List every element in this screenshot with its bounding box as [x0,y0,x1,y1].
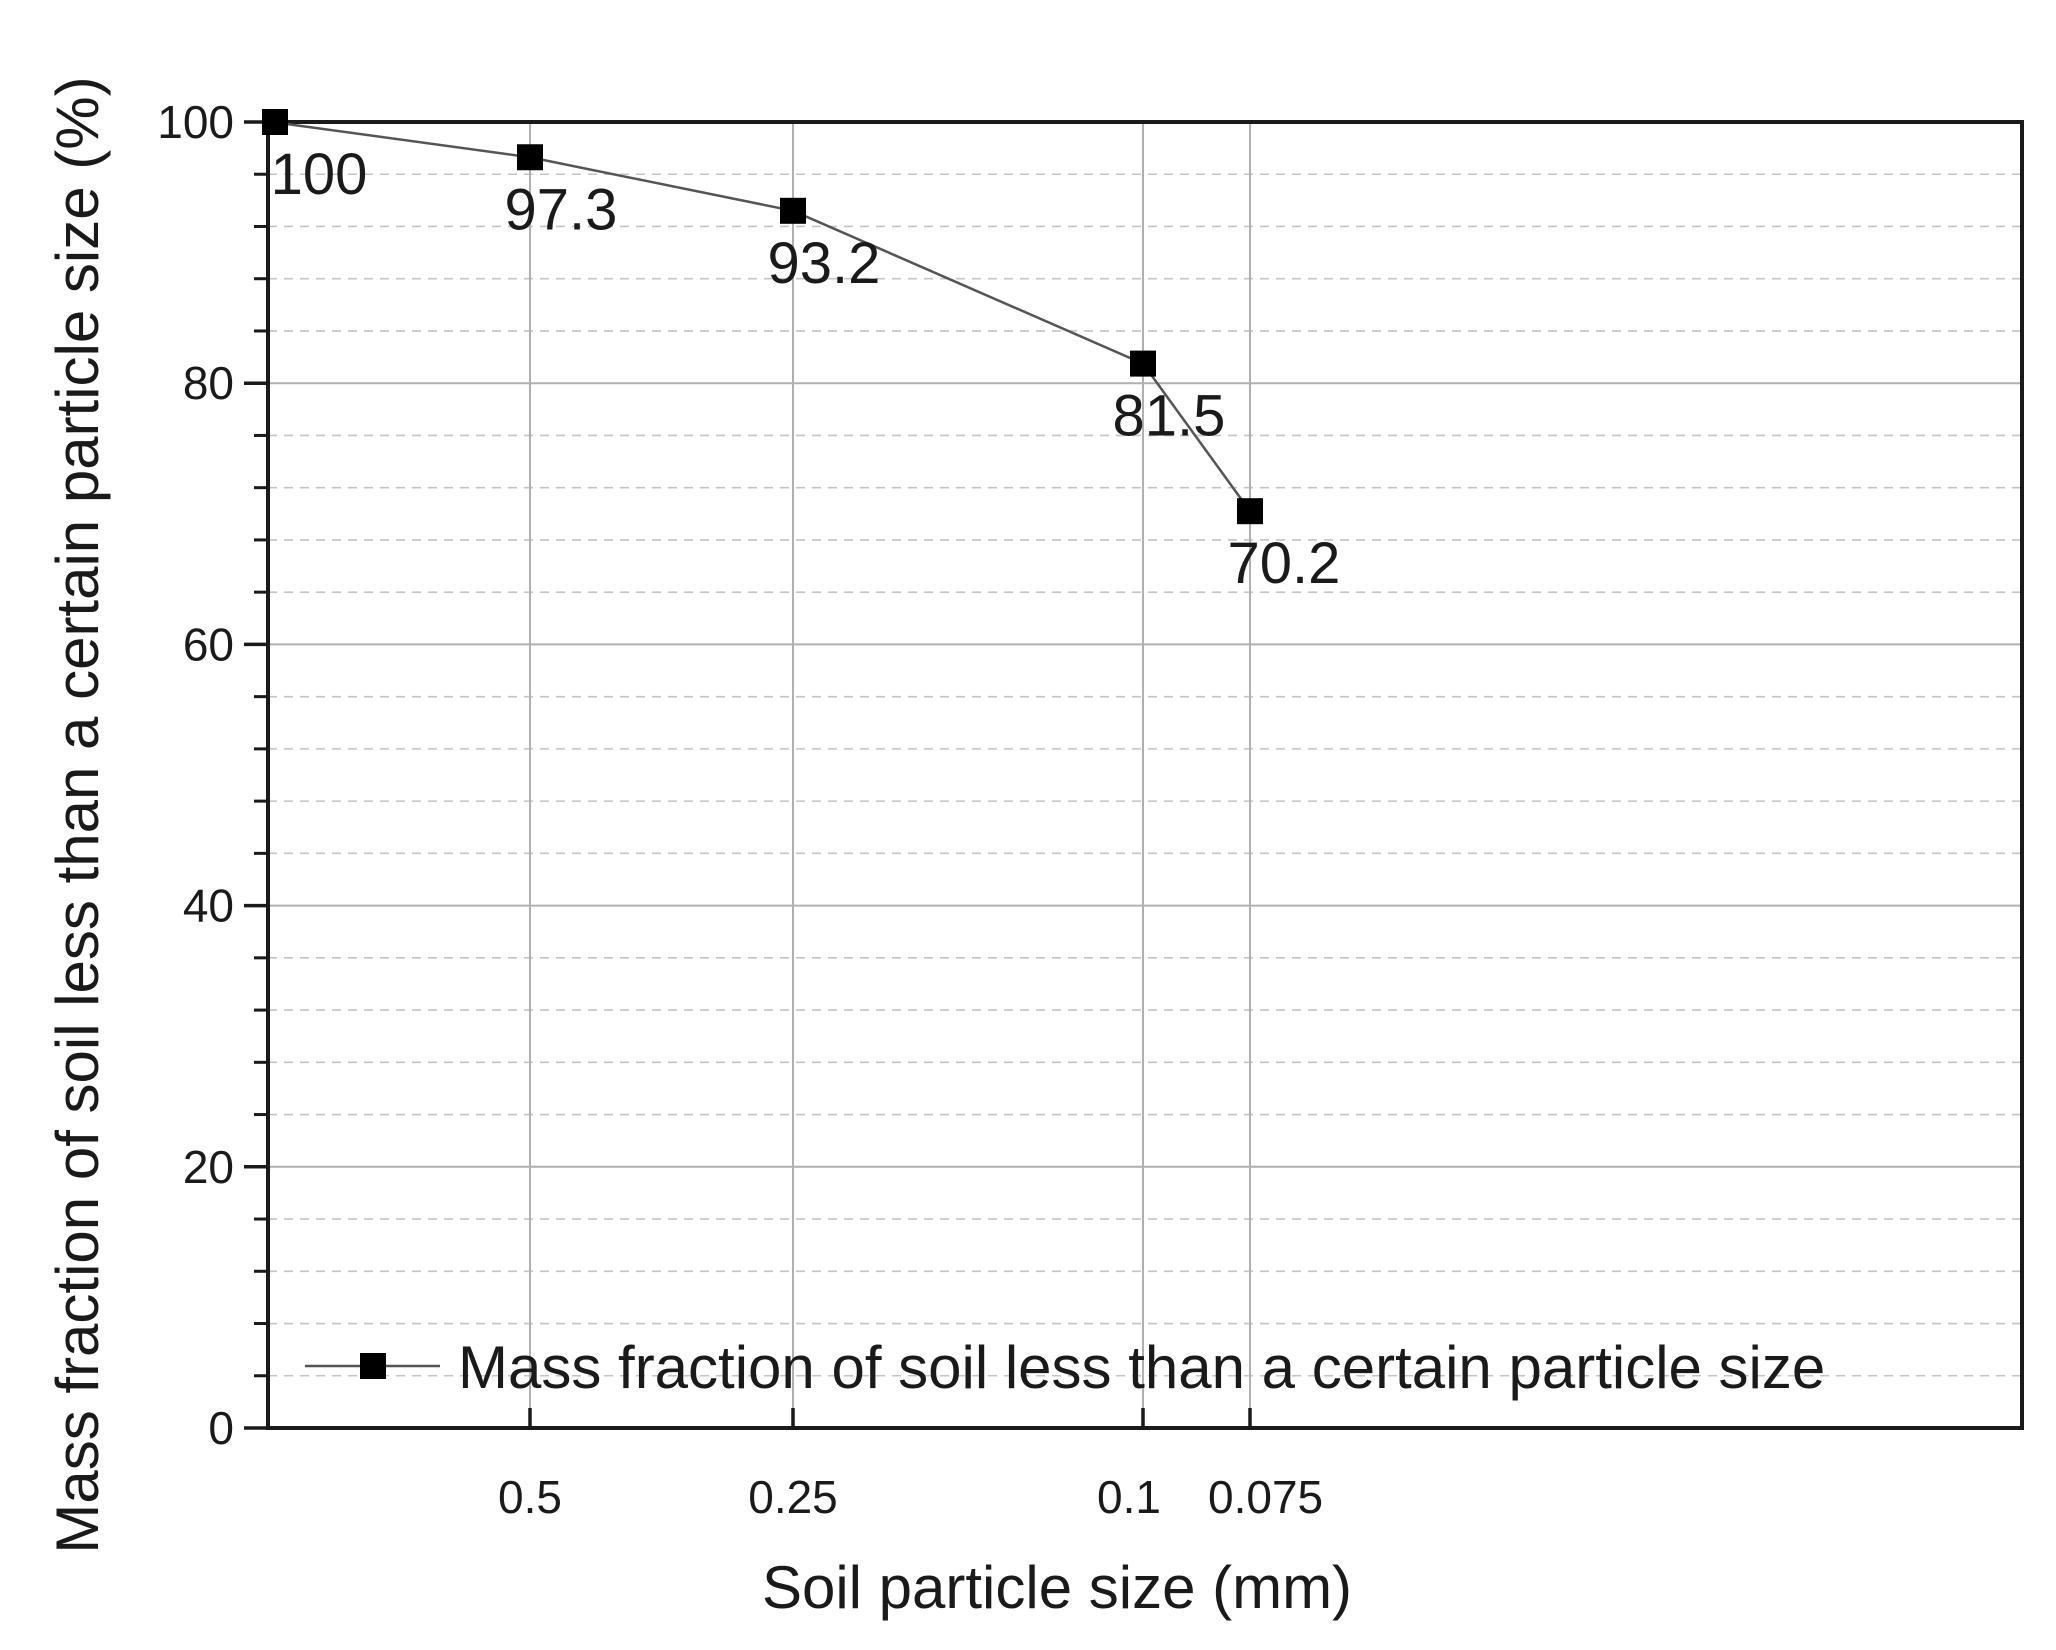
data-point-marker [1130,350,1156,377]
series-line [271,120,1252,512]
x-tick-label: 0.25 [748,1471,838,1523]
data-point-marker [1237,498,1263,525]
y-tick-label: 60 [183,618,234,670]
vertical-gridlines [529,122,1251,1428]
y-tick-label: 20 [183,1141,234,1193]
y-tick-label: 0 [208,1402,234,1454]
data-point-marker [517,144,543,171]
y-tick-label: 40 [183,880,234,932]
x-axis-ticks [528,1408,1252,1428]
y-axis-tick-labels: 0 20 40 60 80 100 [157,96,234,1454]
y-axis-title: Mass fraction of soil less than a certai… [44,76,111,1553]
minor-gridlines [268,173,2022,1377]
data-point-marker [780,197,806,224]
x-axis-tick-labels: 0.5 0.25 0.1 0.075 [498,1471,1323,1523]
data-point-label: 81.5 [1113,384,1226,449]
plot-frame [266,120,2024,1430]
legend: Mass fraction of soil less than a certai… [305,1334,1825,1401]
data-point-label: 100 [271,142,368,207]
x-axis-title: Soil particle size (mm) [762,1554,1352,1621]
x-tick-label: 0.075 [1208,1471,1323,1523]
legend-marker [360,1353,386,1379]
major-gridlines [268,382,2022,1168]
legend-label: Mass fraction of soil less than a certai… [458,1334,1825,1401]
data-point-marker [262,109,288,135]
data-point-label: 93.2 [768,231,881,296]
data-point-label: 97.3 [505,177,618,242]
x-tick-label: 0.1 [1097,1471,1161,1523]
x-tick-label: 0.5 [498,1471,562,1523]
series-markers [262,109,1263,525]
y-axis-ticks [244,120,268,1430]
y-tick-label: 100 [157,96,234,148]
data-point-label: 70.2 [1228,531,1341,596]
data-labels: 100 97.3 93.2 81.5 70.2 [271,142,1341,596]
y-tick-label: 80 [183,357,234,409]
